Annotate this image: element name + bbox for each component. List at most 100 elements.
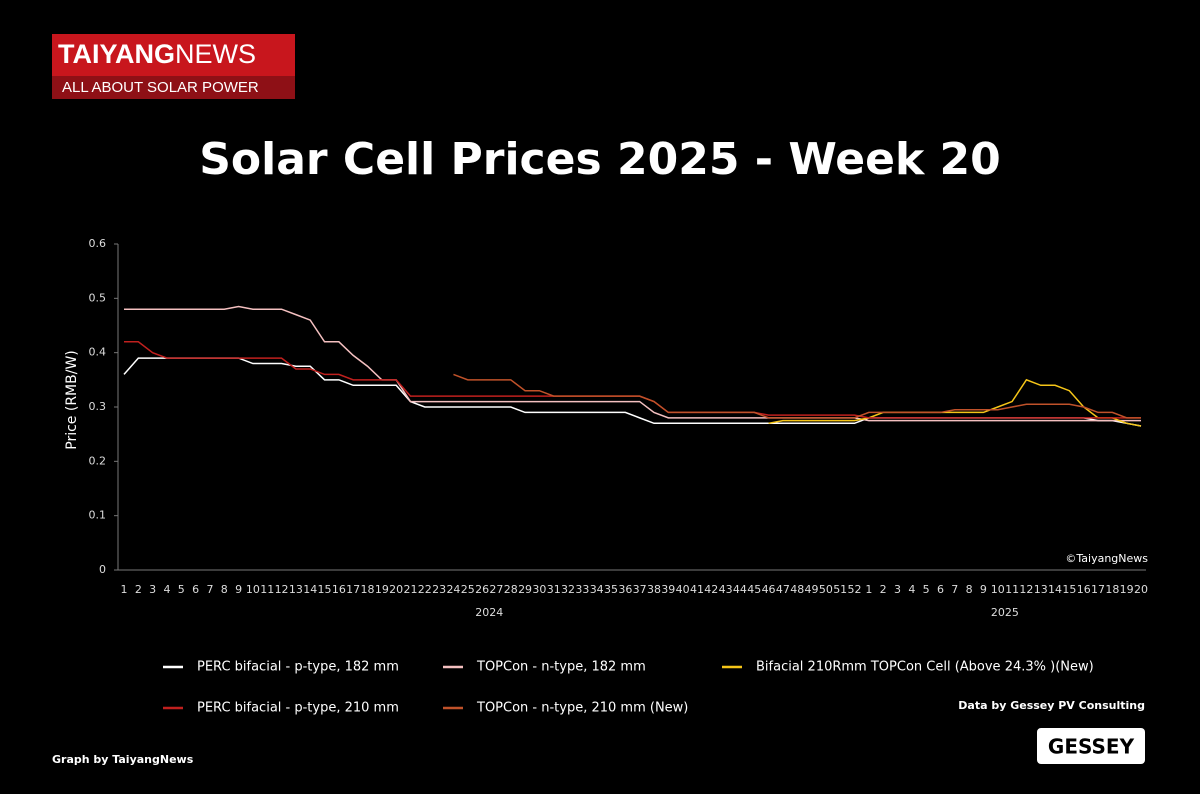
y-tick-label: 0.2 [89,454,107,467]
x-tick-label: 45 [747,583,761,596]
x-tick-label: 51 [833,583,847,596]
x-tick-label: 43 [719,583,733,596]
x-tick-label: 33 [575,583,589,596]
series-line [453,373,1141,419]
x-group-label: 2025 [991,606,1019,619]
gessey-logo: GESSEY [1048,735,1135,759]
x-tick-label: 12 [1019,583,1033,596]
x-tick-label: 37 [633,583,647,596]
logo-part: NEWS [175,39,256,69]
x-tick-label: 46 [762,583,776,596]
x-tick-label: 9 [980,583,987,596]
x-tick-label: 27 [489,583,503,596]
x-tick-label: 30 [532,583,546,596]
x-group-label: 2024 [475,606,503,619]
x-tick-label: 21 [403,583,417,596]
x-tick-label: 3 [149,583,156,596]
gessey-logo-box [1037,728,1145,764]
x-tick-label: 13 [1034,583,1048,596]
x-tick-label: 29 [518,583,532,596]
y-tick-label: 0.5 [89,291,107,304]
legend-label: TOPCon - n-type, 210 mm (New) [476,701,688,716]
x-tick-label: 6 [937,583,944,596]
x-tick-label: 36 [618,583,632,596]
x-tick-label: 38 [647,583,661,596]
x-tick-label: 8 [221,583,228,596]
x-tick-label: 42 [704,583,718,596]
x-tick-label: 25 [461,583,475,596]
logo: TAIYANGNEWS [58,39,256,69]
x-tick-label: 7 [206,583,213,596]
x-tick-label: 8 [966,583,973,596]
x-tick-label: 15 [1062,583,1076,596]
series-line [124,305,1141,422]
x-tick-label: 44 [733,583,747,596]
x-tick-label: 19 [1120,583,1134,596]
x-tick-label: 2 [880,583,887,596]
graph-credit: Graph by TaiyangNews [52,753,194,766]
x-tick-label: 5 [923,583,930,596]
x-tick-label: 11 [1005,583,1019,596]
legend-label: PERC bifacial - p-type, 210 mm [197,701,399,716]
x-tick-label: 7 [951,583,958,596]
x-tick-label: 52 [848,583,862,596]
x-tick-label: 11 [260,583,274,596]
x-tick-label: 16 [332,583,346,596]
x-tick-label: 18 [361,583,375,596]
legend-label: PERC bifacial - p-type, 182 mm [197,660,399,675]
x-tick-label: 4 [163,583,170,596]
series-line [768,378,1142,427]
legend-label: Bifacial 210Rmm TOPCon Cell (Above 24.3%… [756,660,1094,675]
logo-box [52,34,295,76]
x-tick-label: 16 [1077,583,1091,596]
x-tick-label: 9 [235,583,242,596]
x-tick-label: 19 [375,583,389,596]
y-axis-label: Price (RMB/W) [64,350,80,450]
x-tick-label: 20 [389,583,403,596]
x-tick-label: 17 [346,583,360,596]
legend-label: TOPCon - n-type, 182 mm [476,660,646,675]
x-tick-label: 39 [661,583,675,596]
watermark: ©TaiyangNews [1065,552,1148,565]
x-tick-label: 4 [908,583,915,596]
x-tick-label: 17 [1091,583,1105,596]
x-tick-label: 12 [275,583,289,596]
x-tick-label: 1 [121,583,128,596]
chart-title: Solar Cell Prices 2025 - Week 20 [199,134,1001,185]
x-tick-label: 40 [676,583,690,596]
x-tick-label: 50 [819,583,833,596]
x-tick-label: 13 [289,583,303,596]
x-tick-label: 10 [991,583,1005,596]
y-tick-label: 0 [99,563,106,576]
x-tick-label: 20 [1134,583,1148,596]
x-tick-label: 23 [432,583,446,596]
x-tick-label: 1 [865,583,872,596]
x-tick-label: 24 [446,583,460,596]
y-tick-label: 0.6 [89,237,107,250]
x-tick-label: 5 [178,583,185,596]
x-tick-label: 47 [776,583,790,596]
x-tick-label: 32 [561,583,575,596]
y-tick-label: 0.4 [89,346,107,359]
x-tick-label: 15 [318,583,332,596]
y-tick-label: 0.3 [89,400,107,413]
x-tick-label: 28 [504,583,518,596]
x-tick-label: 49 [805,583,819,596]
tagline-box [52,76,295,99]
x-tick-label: 34 [590,583,604,596]
x-tick-label: 41 [690,583,704,596]
x-tick-label: 14 [1048,583,1062,596]
logo-part: TAIYANG [58,39,175,69]
x-tick-label: 10 [246,583,260,596]
x-tick-label: 18 [1105,583,1119,596]
x-tick-label: 14 [303,583,317,596]
x-tick-label: 31 [547,583,561,596]
x-tick-label: 48 [790,583,804,596]
x-tick-label: 22 [418,583,432,596]
x-tick-label: 35 [604,583,618,596]
x-tick-label: 2 [135,583,142,596]
x-tick-label: 26 [475,583,489,596]
logo-tagline: ALL ABOUT SOLAR POWER [62,79,259,96]
